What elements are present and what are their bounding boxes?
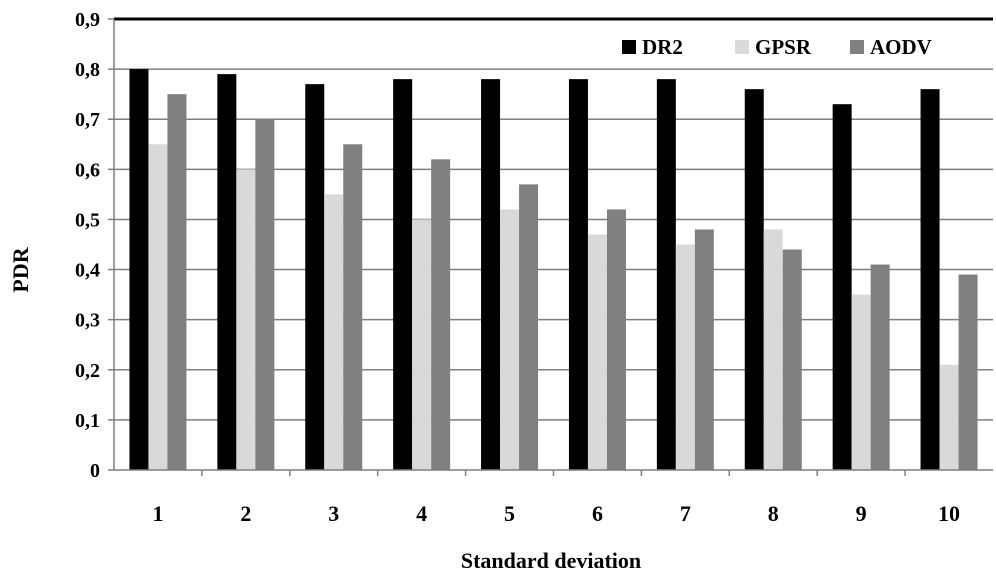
- legend-swatch-dr2: [622, 40, 636, 54]
- legend-label-gpsr: GPSR: [755, 35, 812, 59]
- axes: [113, 17, 993, 471]
- y-tick-label: 0,1: [75, 410, 100, 432]
- y-tick-label: 0,3: [75, 310, 100, 332]
- bar-dr2-7: [656, 79, 676, 470]
- bar-aodv-5: [519, 184, 539, 470]
- y-tick-label: 0,5: [75, 209, 100, 231]
- bar-gpsr-10: [939, 364, 959, 470]
- x-axis-title: Standard deviation: [461, 548, 641, 573]
- bar-aodv-4: [431, 159, 451, 471]
- bar-dr2-1: [129, 69, 149, 470]
- bar-gpsr-6: [587, 234, 607, 470]
- x-tick-label: 2: [240, 501, 251, 526]
- bar-gpsr-5: [500, 209, 520, 470]
- x-tick-label: 9: [856, 501, 867, 526]
- bar-gpsr-8: [763, 229, 783, 470]
- bar-dr2-9: [832, 104, 852, 470]
- bar-aodv-9: [870, 264, 890, 470]
- y-tick-label: 0,4: [75, 260, 100, 282]
- x-tick-label: 8: [768, 501, 779, 526]
- bar-gpsr-1: [148, 144, 168, 470]
- x-tick-label: 6: [592, 501, 603, 526]
- bar-dr2-8: [744, 89, 764, 471]
- bar-aodv-3: [343, 144, 363, 470]
- x-tick-label: 10: [938, 501, 960, 526]
- bar-gpsr-7: [675, 244, 695, 470]
- y-tick-label: 0,9: [75, 9, 100, 31]
- x-tick-label: 5: [504, 501, 515, 526]
- bar-aodv-7: [694, 229, 714, 470]
- bar-gpsr-2: [236, 169, 256, 471]
- y-tick-label: 0,2: [75, 360, 100, 382]
- bar-aodv-10: [958, 274, 978, 470]
- y-axis-title: PDR: [8, 246, 33, 292]
- bar-aodv-2: [255, 119, 275, 470]
- legend-label-dr2: DR2: [642, 35, 683, 59]
- bar-dr2-3: [305, 84, 325, 471]
- bar-aodv-8: [782, 249, 802, 470]
- bar-dr2-6: [568, 79, 588, 470]
- bar-dr2-2: [217, 74, 237, 470]
- y-tick-label: 0: [90, 460, 100, 482]
- x-tick-label: 7: [680, 501, 691, 526]
- y-tick-label: 0,7: [75, 109, 100, 131]
- bar-dr2-5: [481, 79, 501, 470]
- y-tick-label: 0,8: [75, 59, 100, 81]
- bar-gpsr-9: [851, 294, 871, 470]
- bar-dr2-4: [393, 79, 413, 470]
- bar-aodv-1: [167, 94, 187, 471]
- legend: DR2 GPSR AODV: [622, 35, 932, 59]
- x-tick-label: 1: [152, 501, 163, 526]
- bar-gpsr-3: [324, 194, 344, 470]
- bar-gpsr-4: [412, 219, 432, 470]
- legend-swatch-aodv: [850, 40, 864, 54]
- tick-labels: 0 0,1 0,2 0,3 0,4 0,5 0,6 0,7 0,8 0,9 1 2 3 4 5 6 7 8 9 10: [75, 9, 960, 526]
- legend-label-aodv: AODV: [870, 35, 932, 59]
- x-tick-label: 3: [328, 501, 339, 526]
- bars: [129, 69, 978, 471]
- bar-dr2-10: [920, 89, 940, 471]
- bar-aodv-6: [606, 209, 626, 470]
- legend-swatch-gpsr: [735, 40, 749, 54]
- x-tick-label: 4: [416, 501, 427, 526]
- y-tick-label: 0,6: [75, 159, 100, 181]
